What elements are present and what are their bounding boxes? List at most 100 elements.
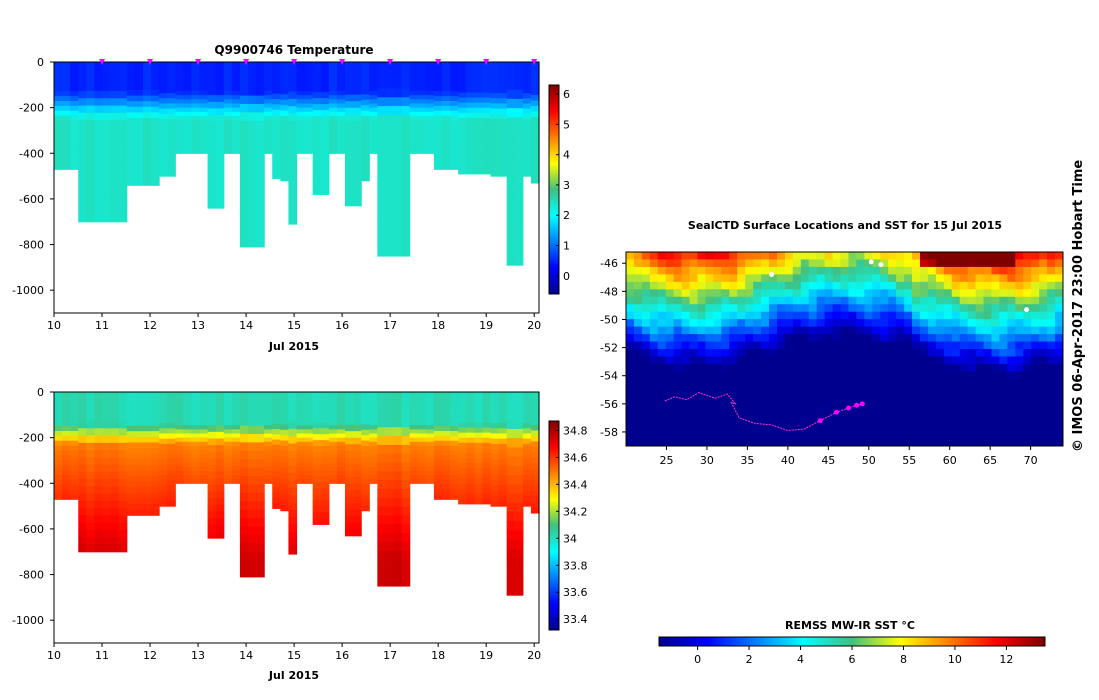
section-cell: [433, 470, 443, 476]
section-cell: [231, 62, 241, 67]
sst-cell: [912, 281, 921, 290]
x-tick-label: 15: [287, 319, 301, 332]
section-cell: [320, 104, 330, 111]
section-cell: [474, 427, 484, 434]
section-cell: [70, 115, 79, 122]
sst-cell: [816, 356, 826, 365]
section-cell: [361, 72, 370, 79]
section-cell: [78, 192, 87, 201]
sst-cell: [1015, 401, 1024, 410]
section-cell: [207, 438, 217, 446]
sst-cell: [912, 423, 921, 432]
section-cell: [361, 159, 370, 166]
section-cell: [328, 433, 338, 439]
section-cell: [393, 506, 403, 517]
section-cell: [377, 247, 387, 257]
section-cell: [377, 524, 387, 534]
temperature-y-ticks: 0-200-400-600-800-1000: [12, 56, 54, 297]
section-cell: [288, 209, 298, 218]
sst-cell: [967, 341, 977, 350]
sst-cell: [983, 252, 992, 260]
sst-cell: [1047, 386, 1056, 395]
section-cell: [482, 488, 492, 495]
sst-cell: [872, 326, 881, 335]
section-cell: [191, 466, 201, 472]
sst-cell: [745, 416, 754, 425]
section-cell: [498, 77, 508, 84]
section-cell: [312, 86, 322, 93]
section-cell: [345, 516, 354, 524]
sst-cell: [721, 319, 730, 328]
section-cell: [458, 417, 467, 424]
section-cell: [167, 150, 176, 156]
sst-cell: [745, 393, 754, 402]
section-cell: [126, 436, 136, 444]
section-cell: [345, 490, 354, 498]
section-cell: [336, 144, 346, 150]
section-cell: [409, 396, 419, 401]
section-cell: [328, 91, 338, 96]
section-cell: [94, 141, 104, 150]
section-cell: [522, 62, 532, 68]
sst-cell: [713, 334, 722, 343]
section-cell: [54, 125, 63, 131]
section-cell: [450, 115, 459, 122]
sst-cell: [975, 438, 985, 447]
section-cell: [223, 136, 233, 142]
sst-cell: [792, 393, 802, 402]
sst-cell: [888, 304, 897, 313]
section-cell: [94, 185, 104, 194]
section-cell: [514, 255, 524, 266]
sst-cell: [840, 393, 849, 402]
track-line: [664, 392, 863, 432]
section-cell: [151, 498, 160, 505]
sst-cell: [641, 438, 651, 447]
sst-cell: [864, 311, 873, 320]
section-cell: [70, 81, 79, 87]
section-cell: [256, 179, 265, 189]
section-cell: [312, 62, 322, 69]
sst-cell: [626, 289, 635, 298]
sst-cell: [745, 289, 754, 298]
section-cell: [151, 62, 160, 69]
sst-cell: [769, 423, 778, 432]
sst-cell: [784, 326, 794, 335]
section-cell: [102, 522, 112, 531]
section-cell: [239, 484, 249, 494]
sst-cell: [808, 311, 818, 320]
section-cell: [191, 400, 201, 406]
section-cell: [304, 128, 314, 134]
x-tick-label: 15: [287, 649, 301, 662]
section-cell: [385, 515, 395, 525]
sst-cell: [729, 281, 738, 290]
sst-cell: [840, 431, 849, 440]
section-cell: [191, 149, 201, 154]
profile-marker: [435, 59, 442, 65]
section-cell: [54, 411, 63, 417]
section-cell: [296, 120, 306, 125]
section-cell: [94, 149, 104, 157]
section-cell: [320, 164, 330, 171]
sst-cell: [951, 259, 961, 268]
section-cell: [530, 171, 540, 179]
sst-cell: [753, 401, 762, 410]
section-cell: [296, 132, 306, 138]
section-cell: [433, 416, 443, 422]
section-cell: [256, 408, 265, 418]
sst-cell: [737, 252, 746, 260]
section-cell: [215, 451, 225, 459]
sst-cell: [769, 304, 778, 313]
sst-cell: [951, 252, 961, 260]
sst-cell: [737, 304, 746, 313]
sst-cell: [808, 408, 818, 417]
sst-cell: [737, 408, 746, 417]
section-cell: [167, 500, 176, 507]
section-cell: [159, 134, 168, 141]
section-cell: [328, 404, 338, 410]
sst-cell: [888, 349, 897, 357]
section-cell: [417, 120, 427, 125]
section-cell: [506, 237, 516, 248]
section-cell: [417, 82, 427, 88]
sst-cell: [776, 266, 786, 275]
sst-cell: [721, 304, 730, 313]
